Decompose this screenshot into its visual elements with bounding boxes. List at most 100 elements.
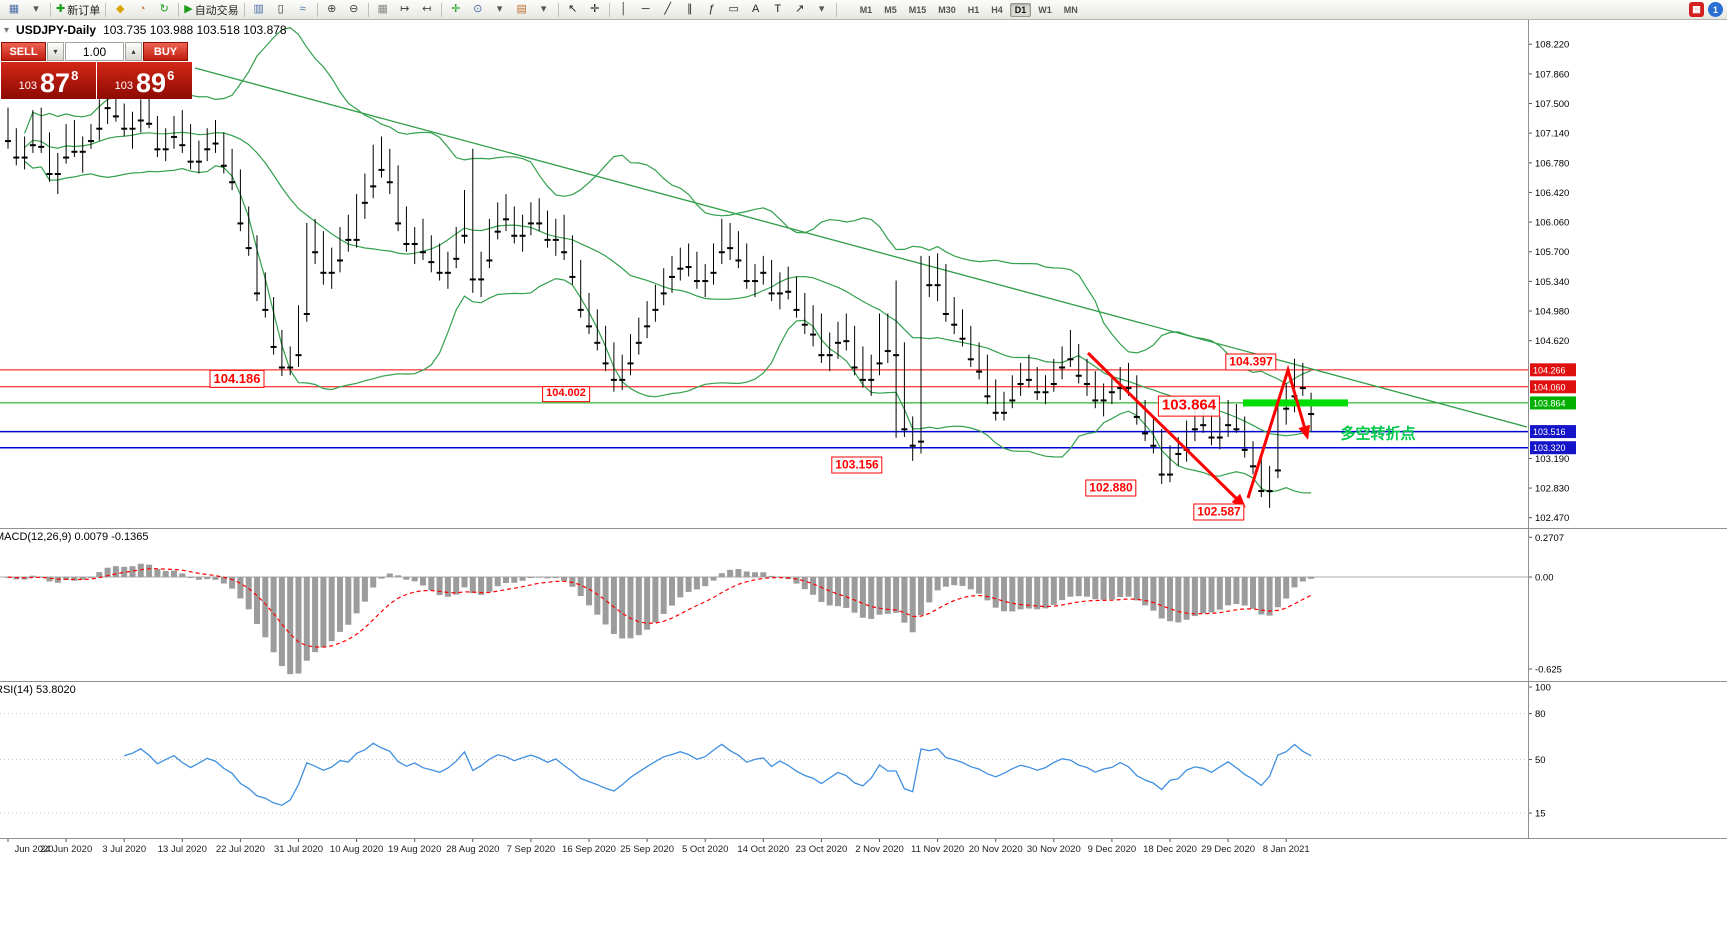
tile-windows-icon[interactable]: ▦ [372,1,394,18]
candlestick-chart-icon[interactable]: ▯ [270,1,292,18]
zoom-in-icon[interactable]: ⊕ [321,1,343,18]
crosshair-icon[interactable]: ✛ [584,1,606,18]
price-axis-label: 105.340 [1535,277,1569,288]
ask-pip-digit: 6 [167,68,175,83]
chart-window-icon[interactable]: ▦ [3,1,25,18]
horizontal-line-icon: ─ [641,3,650,15]
time-axis-label: Jun 2020 [14,844,53,855]
price-label-object[interactable]: 104.397 [1225,353,1277,371]
chart-window-dropdown[interactable]: ▾ [25,1,47,18]
oneclick-collapse-icon[interactable]: ▾ [4,24,10,36]
trendline-icon[interactable]: ╱ [657,1,679,18]
timeframe-W1[interactable]: W1 [1038,4,1052,15]
time-axis-label: 5 Oct 2020 [682,844,728,855]
price-label-object[interactable]: 104.186 [209,369,265,389]
time-axis-label: 11 Nov 2020 [911,844,964,855]
trend-arrow-1[interactable] [1086,351,1246,508]
timeframe-M1[interactable]: M1 [859,4,873,15]
price-label-object[interactable]: 102.587 [1193,503,1245,521]
zoom-out-icon: ⊖ [349,3,359,15]
time-axis-label: 19 Aug 2020 [388,844,441,855]
ask-quote-button[interactable]: 103 89 6 [97,62,192,99]
volume-down-button[interactable]: ▾ [47,42,64,61]
price-badge-label: 104.060 [1533,382,1566,392]
timeframe-M5[interactable]: M5 [884,4,897,15]
bar-chart-icon[interactable]: ▥ [248,1,270,18]
cursor-icon[interactable]: ↖ [562,1,584,18]
autotrading-icon: ▶ [184,3,193,15]
templates-dropdown[interactable]: ▾ [533,1,555,18]
profiles-icon[interactable]: ◆ [109,1,131,18]
timeframe-M15[interactable]: M15 [908,4,927,15]
time-axis-label: 31 Jul 2020 [274,844,323,855]
toolbar-separator [557,2,559,17]
periods-dropdown[interactable]: ▾ [489,1,511,18]
timeframe-MN[interactable]: MN [1063,4,1078,15]
periods-dropdown: ▾ [496,3,503,15]
price-axis-label: 105.700 [1535,247,1569,258]
text-icon[interactable]: A [745,1,767,18]
toolbar: ▦ ▾ ✚ 新订单 ◆ ◔ ↻ ▶ 自动交易 ▥ ▯ ≈ ⊕ ⊖ ▦ ↦ ↤ ✛ ⊙ ▾ ▤ ▾ ↖ ✛ │ ─ ╱ ∥ ƒ ▭ A T ↗ ▾ M… [0,0,1727,20]
timeframe-H4[interactable]: H4 [991,4,1003,15]
support-zone-segment[interactable] [1243,399,1348,407]
zoom-out-icon[interactable]: ⊖ [343,1,365,18]
bid-quote-button[interactable]: 103 87 8 [1,62,96,99]
price-badge-103.516 [1530,425,1576,439]
volume-input[interactable] [65,42,124,61]
time-axis-label: 8 Jan 2021 [1263,844,1310,855]
alerts-icon[interactable]: ◔ [131,1,153,18]
auto-scroll-icon[interactable]: ↦ [394,1,416,18]
turning-point-note[interactable]: 多空转折点 [1340,425,1416,443]
price-label-object[interactable]: 102.880 [1085,479,1137,497]
periods-icon[interactable]: ⊙ [467,1,489,18]
macd-indicator-label: MACD(12,26,9) 0.0079 -0.1365 [0,531,149,543]
text-label-icon[interactable]: T [767,1,789,18]
new-order-icon: ✚ [56,3,66,15]
toolbar-right: ▦ 1 [1689,2,1723,17]
templates-icon[interactable]: ▤ [511,1,533,18]
market-grid-icon[interactable]: ▦ [1689,2,1704,17]
quote-panel: 103 87 8 103 89 6 [1,62,192,99]
macd-axis-label: 0.00 [1535,573,1554,584]
chart-shift-icon: ↤ [422,3,432,15]
sell-button[interactable]: SELL [1,42,46,61]
price-label-object[interactable]: 104.002 [542,386,590,402]
price-label-object[interactable]: 103.156 [831,456,883,474]
add-indicator-icon: ✛ [451,3,461,15]
vertical-line-icon[interactable]: │ [613,1,635,18]
rsi-indicator-label: RSI(14) 53.8020 [0,684,76,696]
buy-button[interactable]: BUY [143,42,188,61]
arrows-dropdown[interactable]: ▾ [811,1,833,18]
crosshair-icon: ✛ [590,3,600,15]
volume-up-button[interactable]: ▴ [125,42,142,61]
arrows-icon[interactable]: ↗ [789,1,811,18]
add-indicator-icon[interactable]: ✛ [445,1,467,18]
text-label-icon: T [774,3,782,15]
new-order-button[interactable]: ✚ 新订单 [54,1,102,18]
timeframe-D1[interactable]: D1 [1009,2,1032,17]
fibonacci-icon[interactable]: ƒ [701,1,723,18]
bollinger-lower-band [24,160,1312,494]
descending-trendline[interactable] [194,67,1528,428]
time-axis-label: 24 Jun 2020 [40,844,92,855]
rsi-name: RSI(14) [0,684,33,696]
trend-arrow-2[interactable] [1246,364,1310,499]
refresh-icon[interactable]: ↻ [153,1,175,18]
autotrading-button[interactable]: ▶ 自动交易 [182,1,240,18]
shapes-icon[interactable]: ▭ [723,1,745,18]
price-axis-label: 103.190 [1535,454,1569,465]
timeframe-H1[interactable]: H1 [967,4,980,15]
channel-icon[interactable]: ∥ [679,1,701,18]
shapes-icon: ▭ [728,3,739,15]
notification-badge[interactable]: 1 [1708,2,1723,17]
price-axis-label: 104.620 [1535,336,1569,347]
line-chart-icon[interactable]: ≈ [292,1,314,18]
timeframe-M30[interactable]: M30 [938,4,956,15]
price-label-object[interactable]: 103.864 [1157,395,1221,417]
macd-axis-label: -0.625 [1535,664,1562,675]
time-axis-label: 7 Sep 2020 [507,844,556,855]
chart-shift-icon[interactable]: ↤ [416,1,438,18]
horizontal-line-icon[interactable]: ─ [635,1,657,18]
